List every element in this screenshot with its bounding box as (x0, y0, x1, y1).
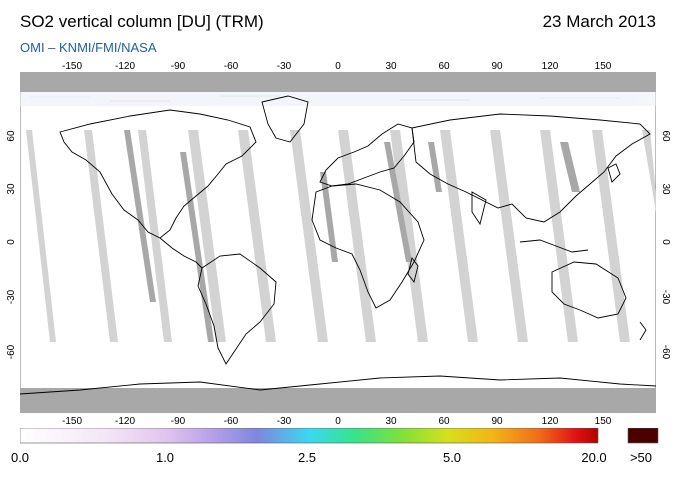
colorbar-overflow-swatch (627, 428, 659, 444)
lon-tick-top: 150 (594, 61, 612, 72)
lon-tick-bottom: -150 (61, 416, 83, 427)
lon-tick-bottom: 120 (541, 416, 559, 427)
australia-coast (551, 261, 627, 319)
central-america-coast (159, 237, 203, 269)
lat-tick-left: 30 (6, 183, 17, 195)
map-date: 23 March 2013 (542, 12, 656, 31)
lon-tick-bottom: -90 (170, 416, 186, 427)
indonesia-coast (519, 239, 589, 253)
lon-tick-top: 90 (491, 61, 503, 72)
lon-tick-bottom: 90 (491, 416, 503, 427)
so2-world-map (20, 72, 656, 413)
india-coast (471, 191, 487, 226)
colorbar-label: 20.0 (581, 450, 607, 465)
lon-tick-top: 60 (438, 61, 450, 72)
lat-tick-left: 60 (6, 130, 17, 142)
asia-coast (411, 113, 651, 223)
lat-tick-left: -60 (6, 344, 17, 360)
colorbar-label: 5.0 (442, 450, 462, 465)
colorbar-label: 1.0 (155, 450, 175, 465)
lon-tick-top: 0 (335, 61, 341, 72)
madagascar-coast (407, 256, 419, 284)
japan-coast (607, 163, 621, 183)
lon-tick-bottom: 150 (594, 416, 612, 427)
lon-tick-top: -60 (223, 61, 239, 72)
lon-tick-top: -90 (170, 61, 186, 72)
no-data-region-south (20, 388, 656, 413)
lat-tick-right: -60 (660, 344, 671, 360)
lon-tick-top: -150 (61, 61, 83, 72)
colorbar-overflow-label: >50 (629, 450, 653, 465)
lon-tick-bottom: 30 (385, 416, 397, 427)
greenland-coast (261, 95, 309, 143)
lon-tick-bottom: -60 (223, 416, 239, 427)
lon-tick-top: 120 (541, 61, 559, 72)
colorbar-label: 2.5 (297, 450, 317, 465)
lat-tick-right: -30 (660, 289, 671, 305)
lon-tick-bottom: 60 (438, 416, 450, 427)
data-credit: OMI – KNMI/FMI/NASA (20, 40, 157, 55)
north-america-coast (59, 109, 257, 239)
map-frame (20, 72, 656, 413)
lon-tick-top: 30 (385, 61, 397, 72)
colorbar-gradient (20, 428, 599, 444)
lon-tick-bottom: -120 (114, 416, 136, 427)
lat-tick-right: 0 (660, 239, 671, 245)
arctic-noise-band (20, 92, 656, 106)
south-america-coast (197, 253, 277, 365)
map-title: SO2 vertical column [DU] (TRM) (20, 12, 264, 31)
lon-tick-bottom: 0 (335, 416, 341, 427)
colorbar-label: 0.0 (10, 450, 30, 465)
lat-tick-left: 0 (6, 239, 17, 245)
lat-tick-right: 60 (660, 130, 671, 142)
africa-coast (311, 183, 425, 309)
orbit-overlaps (124, 130, 580, 342)
lon-tick-bottom: -30 (276, 416, 292, 427)
lat-tick-right: 30 (660, 183, 671, 195)
lon-tick-top: -30 (276, 61, 292, 72)
lat-tick-left: -30 (6, 289, 17, 305)
colorbar (20, 428, 659, 444)
new-zealand-coast (639, 321, 647, 341)
coastlines (20, 95, 656, 395)
antarctica-coast (20, 375, 656, 395)
no-data-region-north (20, 72, 656, 92)
lon-tick-top: -120 (114, 61, 136, 72)
